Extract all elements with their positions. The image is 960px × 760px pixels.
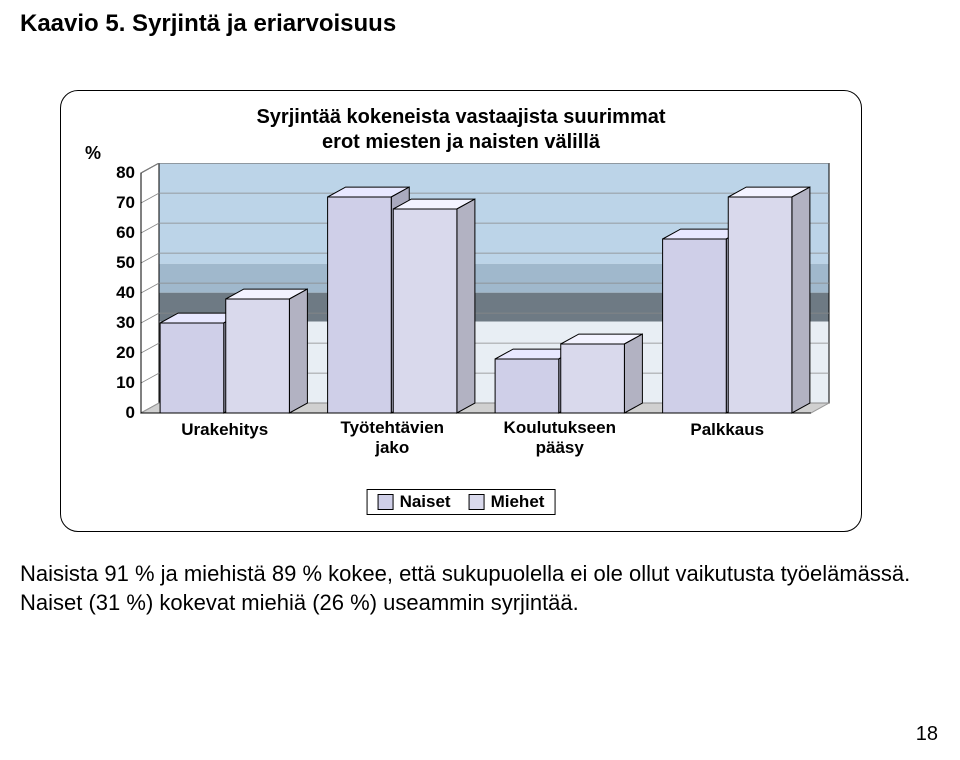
legend-label-naiset: Naiset	[400, 492, 451, 512]
legend-item-naiset: Naiset	[378, 492, 451, 512]
legend: Naiset Miehet	[367, 489, 556, 515]
chart-title-line2: erot miesten ja naisten välillä	[322, 131, 600, 153]
svg-text:Urakehitys: Urakehitys	[181, 420, 268, 439]
svg-text:Koulutukseen: Koulutukseen	[504, 418, 616, 437]
svg-text:jako: jako	[374, 438, 409, 457]
chart-container: Syrjintää kokeneista vastaajista suurimm…	[60, 90, 862, 532]
body-text-line2: Naiset (31 %) kokevat miehiä (26 %) usea…	[20, 590, 579, 615]
chart-plot: 0 10 20 30 40 50 60 70 80 Urakehitys Työtehtävienj…	[91, 163, 831, 463]
svg-text:Palkkaus: Palkkaus	[690, 420, 764, 439]
page-title: Kaavio 5. Syrjintä ja eriarvoisuus	[20, 10, 396, 38]
chart-title: Syrjintää kokeneista vastaajista suurimm…	[61, 105, 861, 155]
svg-text:70: 70	[116, 193, 135, 212]
svg-text:40: 40	[116, 283, 135, 302]
chart-title-line1: Syrjintää kokeneista vastaajista suurimm…	[256, 106, 665, 128]
body-text-line1: Naisista 91 % ja miehistä 89 % kokee, et…	[20, 561, 910, 586]
page-number: 18	[916, 723, 938, 746]
svg-text:30: 30	[116, 313, 135, 332]
legend-item-miehet: Miehet	[469, 492, 545, 512]
svg-text:20: 20	[116, 343, 135, 362]
page: Kaavio 5. Syrjintä ja eriarvoisuus Syrji…	[0, 0, 960, 760]
svg-text:10: 10	[116, 373, 135, 392]
svg-text:pääsy: pääsy	[536, 438, 585, 457]
legend-swatch-miehet	[469, 494, 485, 510]
svg-text:0: 0	[126, 403, 135, 422]
svg-text:60: 60	[116, 223, 135, 242]
legend-swatch-naiset	[378, 494, 394, 510]
body-text: Naisista 91 % ja miehistä 89 % kokee, et…	[20, 560, 920, 617]
svg-text:Työtehtävien: Työtehtävien	[340, 418, 444, 437]
legend-label-miehet: Miehet	[491, 492, 545, 512]
y-axis-label: %	[85, 143, 101, 164]
svg-text:80: 80	[116, 163, 135, 182]
svg-text:50: 50	[116, 253, 135, 272]
